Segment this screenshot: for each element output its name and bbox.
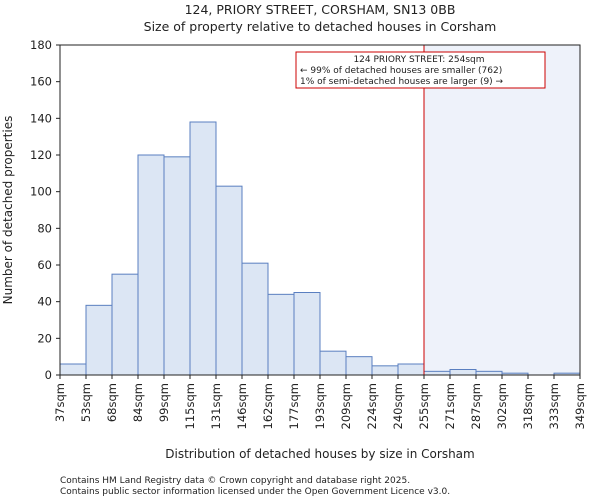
chart-subtitle: Size of property relative to detached ho… (144, 19, 497, 34)
x-tick-label-349sqm: 349sqm (573, 383, 587, 429)
x-tick-label-177sqm: 177sqm (287, 383, 301, 429)
bar-271sqm (449, 369, 477, 376)
x-tick-label-193sqm: 193sqm (313, 383, 327, 429)
y-tick-label-160: 160 (30, 75, 52, 89)
bar-224sqm (371, 365, 399, 376)
x-tick-label-255sqm: 255sqm (417, 383, 431, 429)
annotation-line-2: ← 99% of detached houses are smaller (76… (300, 66, 502, 76)
bar-193sqm (319, 350, 347, 376)
x-tick-label-37sqm: 37sqm (53, 383, 67, 422)
bar-115sqm (189, 121, 217, 376)
y-tick-label-80: 80 (37, 221, 52, 235)
x-tick-label-240sqm: 240sqm (391, 383, 405, 429)
x-tick-label-162sqm: 162sqm (261, 383, 275, 429)
bar-37sqm (59, 363, 87, 376)
x-tick-label-318sqm: 318sqm (521, 383, 535, 429)
bar-84sqm (137, 154, 165, 376)
footer-line-2: Contains public sector information licen… (60, 487, 450, 497)
y-tick-label-20: 20 (37, 331, 52, 345)
y-tick-label-140: 140 (30, 111, 52, 125)
x-tick-label-84sqm: 84sqm (131, 383, 145, 422)
x-axis: 37sqm 53sqm 68sqm 84sqm 99sqm 115sqm 131sqm 146… (53, 375, 587, 429)
annotation-box: 124 PRIORY STREET: 254sqm ← 99% of detac… (295, 51, 546, 89)
x-tick-label-68sqm: 68sqm (105, 383, 119, 422)
bar-255sqm (423, 370, 451, 376)
annotation-line-1: 124 PRIORY STREET: 254sqm (353, 55, 484, 65)
bars-group (59, 121, 581, 376)
bar-209sqm (345, 356, 373, 376)
x-tick-label-287sqm: 287sqm (469, 383, 483, 429)
x-tick-label-271sqm: 271sqm (443, 383, 457, 429)
y-tick-label-60: 60 (37, 258, 52, 272)
x-tick-label-146sqm: 146sqm (235, 383, 249, 429)
footer-line-1: Contains HM Land Registry data © Crown c… (60, 476, 410, 486)
bar-162sqm (267, 293, 295, 376)
bar-287sqm (475, 370, 503, 376)
bar-99sqm (163, 156, 191, 376)
y-tick-label-100: 100 (30, 185, 52, 199)
x-tick-label-99sqm: 99sqm (157, 383, 171, 422)
annotation-line-3: 1% of semi-detached houses are larger (9… (300, 77, 504, 87)
chart-title: 124, PRIORY STREET, CORSHAM, SN13 0BB (185, 2, 456, 17)
y-axis-label: Number of detached properties (1, 116, 15, 305)
y-tick-label-180: 180 (30, 38, 52, 52)
x-tick-label-209sqm: 209sqm (339, 383, 353, 429)
bar-68sqm (111, 273, 139, 376)
y-axis: 0 20 40 60 80 100 120 140 160 180 (30, 38, 60, 382)
x-tick-label-131sqm: 131sqm (209, 383, 223, 429)
bar-240sqm (397, 363, 425, 376)
bar-146sqm (241, 262, 269, 376)
y-tick-label-120: 120 (30, 148, 52, 162)
x-tick-label-53sqm: 53sqm (79, 383, 93, 422)
x-tick-label-302sqm: 302sqm (495, 383, 509, 429)
bar-177sqm (293, 292, 321, 376)
annotation-frame (295, 51, 546, 89)
highlight-region (424, 45, 580, 375)
x-tick-label-224sqm: 224sqm (365, 383, 379, 429)
x-tick-label-115sqm: 115sqm (183, 383, 197, 429)
y-tick-label-0: 0 (45, 368, 52, 382)
bar-131sqm (215, 185, 243, 376)
x-tick-label-333sqm: 333sqm (547, 383, 561, 429)
y-tick-label-40: 40 (37, 295, 52, 309)
x-axis-label: Distribution of detached houses by size … (165, 447, 474, 461)
bar-53sqm (85, 304, 113, 376)
